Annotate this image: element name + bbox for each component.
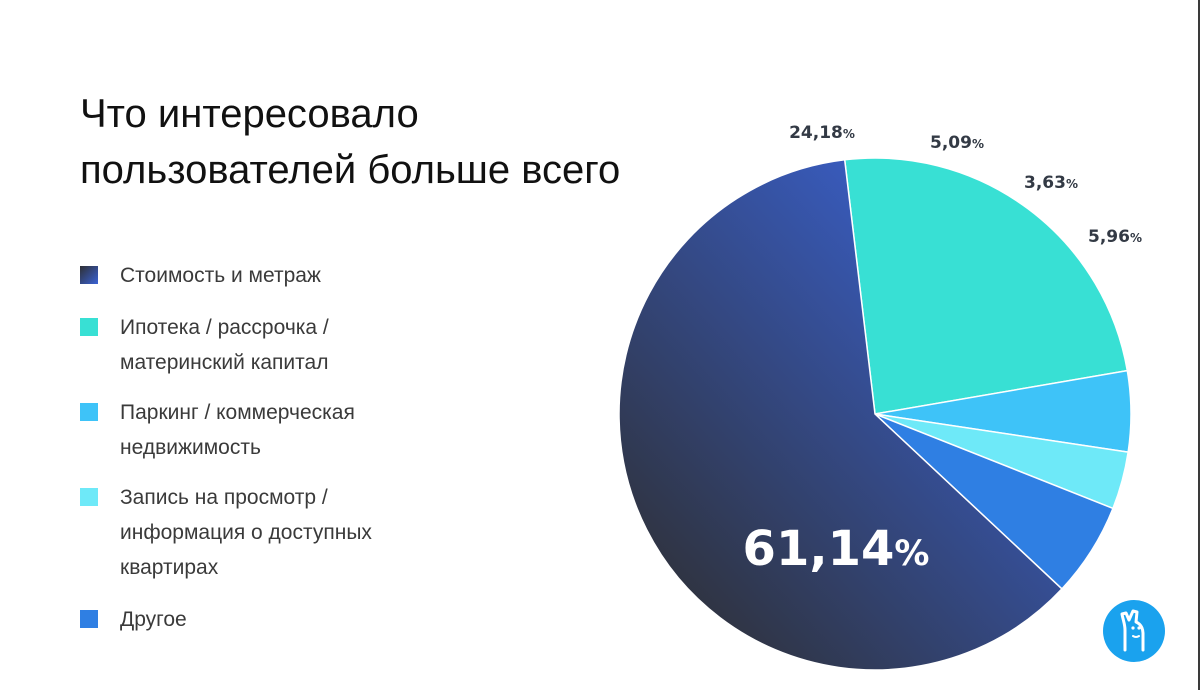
title-line-1: Что интересовало xyxy=(80,92,419,136)
label-viewing: 3,63% xyxy=(1024,173,1078,193)
llama-icon xyxy=(1103,600,1165,662)
legend-item-other: Другое xyxy=(80,602,440,637)
label-parking: 5,09% xyxy=(930,133,984,153)
legend-label: Запись на просмотр / информация о доступ… xyxy=(120,486,372,579)
legend-label: Ипотека / рассрочка / материнский капита… xyxy=(120,316,329,374)
legend-swatch xyxy=(80,610,98,628)
legend-item-cost: Стоимость и метраж xyxy=(80,258,440,293)
legend-item-viewing: Запись на просмотр / информация о доступ… xyxy=(80,480,440,585)
legend-swatch xyxy=(80,403,98,421)
legend-swatch xyxy=(80,266,98,284)
legend-item-mortgage: Ипотека / рассрочка / материнский капита… xyxy=(80,310,440,380)
legend-swatch xyxy=(80,318,98,336)
window-edge xyxy=(1198,0,1200,690)
label-mortgage: 24,18% xyxy=(789,123,855,143)
legend-item-parking: Паркинг / коммерческая недвижимость xyxy=(80,395,440,465)
slice-cost xyxy=(618,158,1063,671)
label-other: 5,96% xyxy=(1088,227,1142,247)
label-cost: 61,14% xyxy=(743,521,930,577)
legend-label: Другое xyxy=(120,608,187,631)
legend-label: Стоимость и метраж xyxy=(120,264,321,287)
page-title: Что интересовало пользователей больше вс… xyxy=(80,86,720,198)
title-line-2: пользователей больше всего xyxy=(80,148,621,192)
slice-mortgage xyxy=(843,157,1129,415)
legend-label: Паркинг / коммерческая недвижимость xyxy=(120,401,355,459)
legend-swatch xyxy=(80,488,98,506)
